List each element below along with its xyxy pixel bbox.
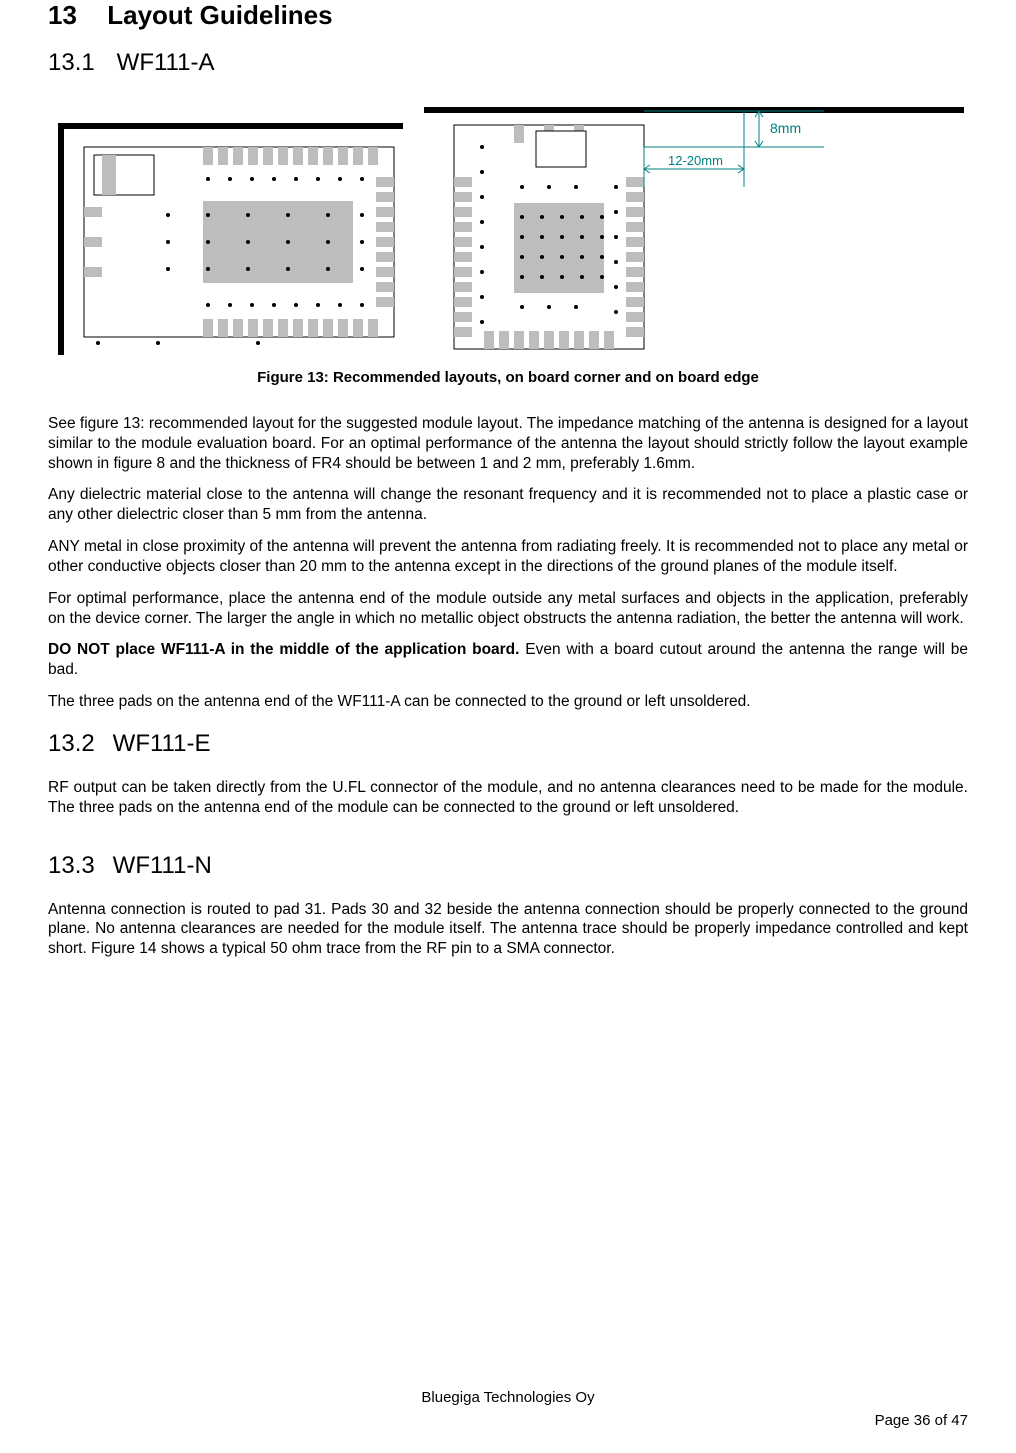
page-footer: Bluegiga Technologies Oy Page 36 of 47 <box>48 1389 968 1429</box>
paragraph-5-bold: DO NOT place WF111-A in the middle of th… <box>48 641 519 658</box>
paragraph-2: Any dielectric material close to the ant… <box>48 485 968 525</box>
dim-12-20mm-label: 12-20mm <box>668 153 723 168</box>
heading-chapter: 13 Layout Guidelines <box>48 0 968 31</box>
heading-section-c: 13.3 WF111-N <box>48 852 968 880</box>
figure-13-layouts: 8mm 12-20mm <box>48 97 968 357</box>
heading-section-a: 13.1 WF111-A <box>48 49 968 77</box>
dim-8mm-label: 8mm <box>770 120 801 136</box>
paragraph-3: ANY metal in close proximity of the ante… <box>48 537 968 577</box>
paragraph-8: Antenna connection is routed to pad 31. … <box>48 900 968 959</box>
figure-13-right-svg: 8mm 12-20mm <box>424 97 964 357</box>
heading-section-a-title: WF111-A <box>117 49 215 76</box>
paragraph-1: See figure 13: recommended layout for th… <box>48 414 968 473</box>
paragraph-5: DO NOT place WF111-A in the middle of th… <box>48 640 968 680</box>
heading-chapter-number: 13 <box>48 0 100 31</box>
figure-13-caption: Figure 13: Recommended layouts, on board… <box>48 369 968 386</box>
heading-chapter-title: Layout Guidelines <box>107 0 332 30</box>
paragraph-7: RF output can be taken directly from the… <box>48 778 968 818</box>
heading-section-b-title: WF111-E <box>113 730 211 757</box>
footer-company: Bluegiga Technologies Oy <box>48 1389 968 1406</box>
heading-section-b: 13.2 WF111-E <box>48 730 968 758</box>
heading-section-a-number: 13.1 <box>48 49 100 77</box>
heading-section-c-number: 13.3 <box>48 852 100 880</box>
heading-section-b-number: 13.2 <box>48 730 100 758</box>
figure-13-left-svg <box>48 97 408 357</box>
footer-page-number: Page 36 of 47 <box>48 1412 968 1429</box>
heading-section-c-title: WF111-N <box>113 852 212 879</box>
paragraph-4: For optimal performance, place the anten… <box>48 589 968 629</box>
paragraph-6: The three pads on the antenna end of the… <box>48 692 968 712</box>
